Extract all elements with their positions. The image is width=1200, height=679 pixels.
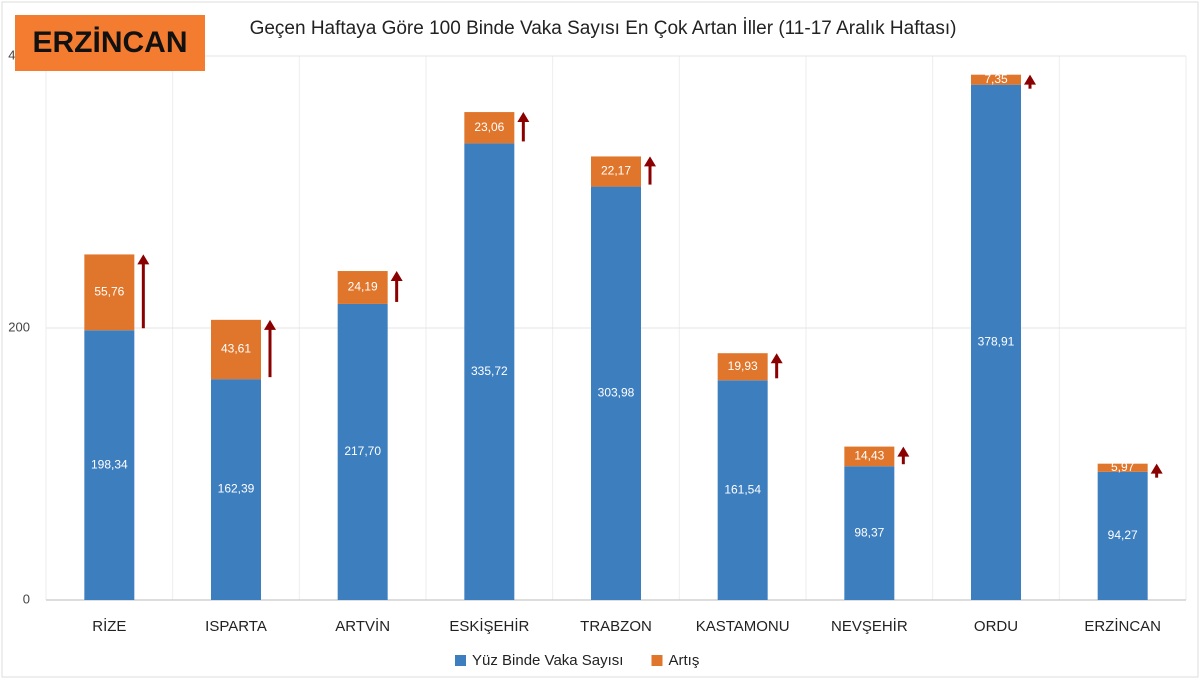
logo-box bbox=[15, 15, 205, 71]
bar-segment bbox=[84, 330, 135, 600]
increase-arrow-head bbox=[517, 112, 530, 123]
x-tick-label: ERZİNCAN bbox=[1084, 617, 1161, 635]
y-tick-label: 200 bbox=[8, 319, 30, 334]
bar-segment bbox=[971, 74, 1021, 85]
bar-segment bbox=[971, 84, 1021, 601]
value-label: 23,06 bbox=[474, 120, 504, 134]
value-label: 43,61 bbox=[221, 342, 251, 356]
legend-swatch bbox=[651, 655, 663, 666]
bar-segment bbox=[337, 271, 388, 304]
x-tick-label: KASTAMONU bbox=[696, 618, 790, 635]
legend-label: Yüz Binde Vaka Sayısı bbox=[472, 652, 623, 669]
bar-segment bbox=[591, 156, 641, 187]
bar-segment bbox=[844, 466, 895, 600]
value-label: 24,19 bbox=[348, 280, 378, 294]
bar-segment bbox=[591, 186, 641, 600]
value-label: 335,72 bbox=[471, 364, 508, 378]
x-tick-label: TRABZON bbox=[580, 618, 652, 635]
value-label: 198,34 bbox=[91, 457, 128, 471]
bar-segment bbox=[1097, 463, 1148, 472]
value-label: 14,43 bbox=[854, 449, 884, 463]
increase-arrow-head bbox=[770, 353, 783, 364]
increase-arrow-head bbox=[1150, 463, 1163, 474]
bar-segment bbox=[1097, 471, 1148, 600]
x-tick-label: ISPARTA bbox=[205, 618, 267, 635]
value-label: 55,76 bbox=[94, 285, 124, 299]
bar-segment bbox=[337, 303, 388, 600]
x-tick-label: ARTVİN bbox=[335, 617, 390, 635]
increase-arrow-head bbox=[644, 156, 656, 167]
x-tick-label: ORDU bbox=[974, 618, 1018, 635]
chart-title: Geçen Haftaya Göre 100 Binde Vaka Sayısı… bbox=[250, 18, 957, 39]
logo-text: ERZİNCAN bbox=[33, 26, 188, 59]
increase-arrow-head bbox=[1024, 74, 1036, 85]
value-label: 162,39 bbox=[218, 482, 255, 496]
bar-segment bbox=[844, 446, 895, 467]
bar-segment bbox=[211, 379, 261, 600]
value-label: 303,98 bbox=[598, 385, 635, 399]
bar-segment bbox=[211, 319, 261, 380]
bar-segment bbox=[717, 380, 768, 600]
value-label: 22,17 bbox=[601, 164, 631, 178]
x-tick-label: RİZE bbox=[92, 617, 126, 635]
legend-label: Artış bbox=[668, 652, 699, 669]
bar-segment bbox=[464, 112, 515, 144]
legend-swatch bbox=[455, 655, 466, 666]
x-tick-label: ESKİŞEHİR bbox=[449, 617, 529, 635]
bar-segment bbox=[717, 353, 768, 381]
bar-segment bbox=[84, 254, 135, 331]
value-label: 161,54 bbox=[724, 482, 761, 496]
increase-arrow-head bbox=[897, 446, 910, 457]
value-label: 7,35 bbox=[984, 72, 1008, 86]
value-label: 98,37 bbox=[854, 525, 884, 539]
value-label: 217,70 bbox=[344, 444, 381, 458]
increase-arrow-head bbox=[137, 254, 150, 265]
increase-arrow-head bbox=[264, 319, 276, 330]
value-label: 378,91 bbox=[978, 335, 1015, 349]
value-label: 19,93 bbox=[728, 359, 758, 373]
bar-segment bbox=[464, 143, 515, 600]
x-tick-label: NEVŞEHİR bbox=[831, 617, 908, 635]
value-label: 94,27 bbox=[1108, 528, 1138, 542]
value-label: 5,97 bbox=[1111, 460, 1135, 474]
y-tick-label: 0 bbox=[23, 591, 30, 606]
increase-arrow-head bbox=[390, 271, 403, 282]
